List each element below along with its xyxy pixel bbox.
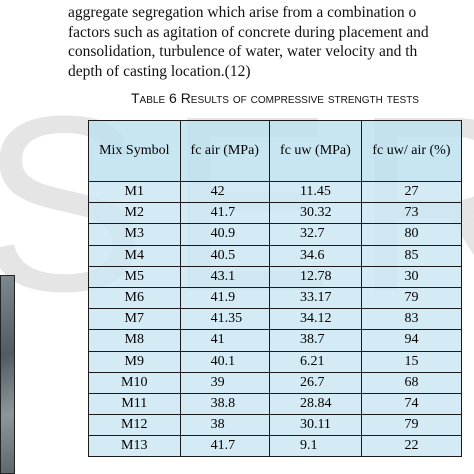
table-cell: 30.32 xyxy=(268,202,362,225)
header-cell: fc uw/ air (%) xyxy=(360,120,463,182)
table-cell: M1 xyxy=(88,180,181,204)
header-cell: fc air (MPa) xyxy=(179,120,270,182)
table-cell: M10 xyxy=(88,371,181,394)
table-row: M3 40.9 32.7 80 xyxy=(88,223,463,246)
table-cell: 41 xyxy=(179,329,270,352)
table-cell: M5 xyxy=(88,265,181,288)
table-row: M7 41.35 34.12 83 xyxy=(88,308,463,331)
table-cell: 40.1 xyxy=(179,350,270,373)
table-cell: M3 xyxy=(88,223,181,246)
table-cell: 42 xyxy=(179,180,270,204)
table-cell: 30.11 xyxy=(268,414,362,437)
table-cell: 32.7 xyxy=(268,223,362,246)
table-cell: 85 xyxy=(360,244,463,267)
table-cell: 43.1 xyxy=(179,265,270,288)
table-cell: M2 xyxy=(88,202,181,225)
table-cell: M12 xyxy=(88,414,181,437)
table-row: M10 39 26.7 68 xyxy=(88,371,463,394)
table-cell: M4 xyxy=(88,244,181,267)
photo-fragment xyxy=(0,275,15,474)
table-row: M4 40.5 34.6 85 xyxy=(88,244,463,267)
table-cell: 11.45 xyxy=(268,180,362,204)
table-row: M12 38 30.11 79 xyxy=(88,414,463,437)
table-cell: 41.7 xyxy=(179,435,270,458)
header-row: Mix Symbol fc air (MPa) fc uw (MPa) fc uw/ … xyxy=(88,120,463,182)
results-table: Mix Symbol fc air (MPa) fc uw (MPa) fc uw/ … xyxy=(88,120,463,458)
paragraph-line: factors such as agitation of concrete du… xyxy=(68,23,429,41)
table-cell: 34.6 xyxy=(268,244,362,267)
table-cell: 41.7 xyxy=(179,202,270,225)
table-cell: 41.9 xyxy=(179,286,270,310)
table-cell: 27 xyxy=(360,180,463,204)
table-cell: 40.9 xyxy=(179,223,270,246)
paragraph-line: aggregate segregation which arise from a… xyxy=(68,4,417,21)
table-cell: 40.5 xyxy=(179,244,270,267)
table-row: M2 41.7 30.32 73 xyxy=(88,202,463,225)
table-cell: 73 xyxy=(360,202,463,225)
table-cell: 80 xyxy=(360,223,463,246)
table-cell: M7 xyxy=(88,308,181,331)
table-cell: 22 xyxy=(360,435,463,458)
table-cell: 79 xyxy=(360,414,463,437)
table-row: M11 38.8 28.84 74 xyxy=(88,392,463,416)
table-cell: 41.35 xyxy=(179,308,270,331)
table-cell: M9 xyxy=(88,350,181,373)
table-cell: 9.1 xyxy=(268,435,362,458)
table-cell: 94 xyxy=(360,329,463,352)
paragraph-line: consolidation, turbulence of water, wate… xyxy=(68,43,418,60)
table-row: M13 41.7 9.1 22 xyxy=(88,435,463,458)
table-cell: 38.8 xyxy=(179,392,270,416)
table-cell: 83 xyxy=(360,308,463,331)
table-cell: 26.7 xyxy=(268,371,362,394)
table-cell: M11 xyxy=(88,392,181,416)
table-cell: 28.84 xyxy=(268,392,362,416)
table-row: M8 41 38.7 94 xyxy=(88,329,463,352)
table-cell: 68 xyxy=(360,371,463,394)
table-cell: M13 xyxy=(88,435,181,458)
table-cell: 38 xyxy=(179,414,270,437)
table-cell: 12.78 xyxy=(268,265,362,288)
table-row: M6 41.9 33.17 79 xyxy=(88,286,463,310)
table-cell: 15 xyxy=(360,350,463,373)
table-cell: M8 xyxy=(88,329,181,352)
table-cell: 34.12 xyxy=(268,308,362,331)
table-cell: 33.17 xyxy=(268,286,362,310)
table-cell: 79 xyxy=(360,286,463,310)
header-cell: Mix Symbol xyxy=(88,120,181,182)
table-row: M9 40.1 6.21 15 xyxy=(88,350,463,373)
table-cell: 6.21 xyxy=(268,350,362,373)
table-cell: 74 xyxy=(360,392,463,416)
table-cell: 38.7 xyxy=(268,329,362,352)
table-cell: 30 xyxy=(360,265,463,288)
header-cell: fc uw (MPa) xyxy=(268,120,362,182)
table-row: M5 43.1 12.78 30 xyxy=(88,265,463,288)
table-caption: Table 6 Results of compressive strength … xyxy=(131,90,419,106)
table-cell: M6 xyxy=(88,286,181,310)
table-row: M1 42 11.45 27 xyxy=(88,180,463,204)
table-cell: 39 xyxy=(179,371,270,394)
paragraph-line: depth of casting location.(12) xyxy=(68,62,251,80)
